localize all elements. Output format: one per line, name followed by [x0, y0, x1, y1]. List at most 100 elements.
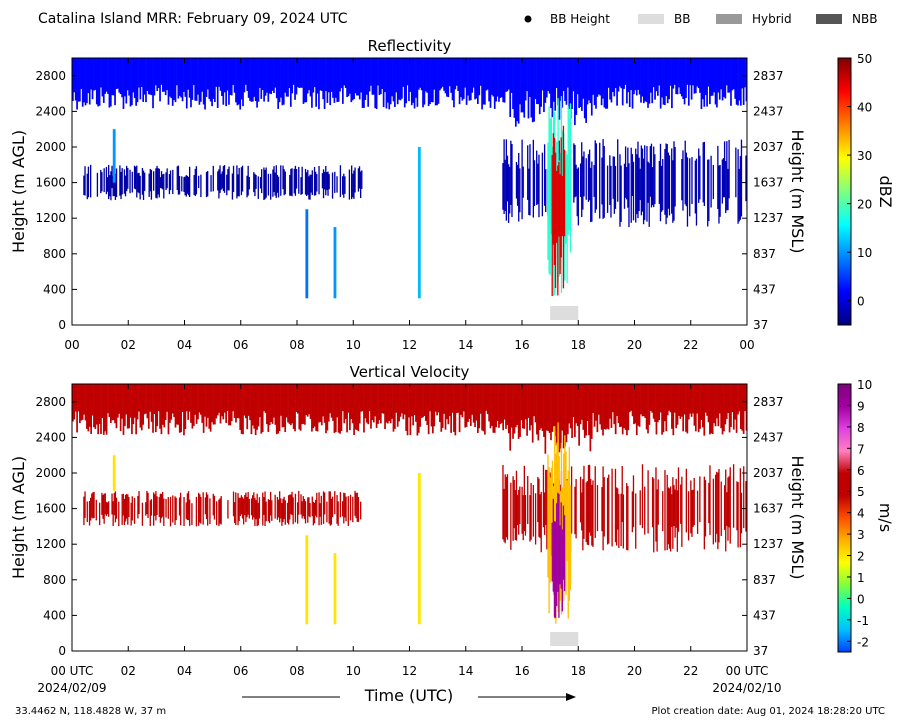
feature-column: [672, 160, 674, 223]
feature-column: [322, 491, 325, 524]
cloud-column: [531, 58, 534, 123]
cloud-column: [652, 58, 655, 88]
cloud-column: [156, 58, 159, 91]
cloud-column: [491, 58, 493, 95]
feature-column: [209, 498, 211, 524]
cloud-column: [541, 58, 544, 91]
feature-column: [637, 141, 639, 219]
feature-column: [235, 492, 237, 526]
y-tick-label: 0: [58, 644, 66, 658]
feature-column: [195, 496, 198, 527]
cloud-column: [732, 58, 735, 90]
cloud-column: [741, 58, 744, 89]
feature-column: [358, 166, 361, 189]
feature-column: [361, 170, 363, 189]
feature-column: [575, 164, 577, 197]
cloud-column: [219, 384, 222, 424]
cloud-column: [142, 58, 145, 102]
cloud-column: [152, 384, 154, 433]
cloud-column: [731, 58, 734, 91]
feature-column: [675, 478, 677, 528]
cloud-column: [252, 58, 254, 102]
cloud-column: [108, 384, 111, 418]
cloud-column: [237, 384, 240, 419]
feature-column: [198, 492, 200, 526]
feature-column: [673, 485, 675, 526]
cloud-column: [221, 58, 223, 96]
feature-column: [354, 490, 356, 516]
cloud-column: [530, 58, 533, 118]
colorbar: [837, 57, 852, 326]
cloud-column: [122, 384, 125, 435]
cloud-column: [575, 58, 578, 115]
cloud-column: [633, 58, 635, 95]
y-tick-label-right: 37: [753, 644, 768, 658]
cloud-column: [133, 58, 136, 99]
feature-column: [669, 486, 672, 552]
feature-column: [267, 173, 270, 196]
cloud-column: [387, 58, 389, 103]
cloud-column: [484, 384, 486, 435]
cloud-column: [512, 384, 514, 439]
cloud-column: [74, 58, 77, 101]
cloud-column: [291, 58, 294, 94]
feature-column: [100, 169, 102, 194]
feature-column: [725, 161, 727, 214]
feature-column: [539, 494, 541, 539]
feature-column: [246, 496, 248, 518]
cloud-column: [154, 58, 157, 86]
cloud-column: [174, 58, 177, 103]
feature-column: [677, 467, 680, 532]
cloud-column: [264, 384, 267, 413]
feature-column: [295, 168, 298, 189]
feature-column: [664, 470, 666, 551]
cloud-column: [124, 384, 126, 427]
feature-column: [283, 169, 285, 196]
cloud-column: [318, 384, 320, 423]
feature-column: [735, 147, 737, 198]
feature-column: [348, 169, 351, 200]
cloud-column: [538, 58, 541, 115]
feature-column: [91, 493, 93, 518]
cloud-column: [132, 384, 135, 425]
cloud-column: [302, 58, 305, 104]
cloud-column: [590, 384, 593, 439]
feature-column: [113, 492, 115, 516]
y-tick-label: 2000: [35, 140, 66, 154]
cloud-column: [253, 384, 256, 429]
cloud-column: [160, 58, 163, 85]
legend-swatch-hybrid: [716, 14, 742, 24]
colorbar-tick-label: 2: [857, 550, 865, 564]
cloud-column: [322, 58, 325, 100]
feature-column: [695, 158, 698, 226]
cloud-column: [247, 58, 250, 98]
cloud-column: [297, 58, 299, 88]
feature-column: [579, 163, 582, 197]
feature-column: [644, 486, 646, 535]
cloud-column: [586, 58, 589, 105]
cloud-column: [482, 384, 485, 432]
cloud-column: [222, 384, 225, 420]
y-tick-label-right: 437: [753, 282, 776, 296]
cloud-column: [567, 58, 569, 88]
feature-column: [560, 137, 562, 258]
cloud-column: [133, 384, 136, 418]
cloud-column: [91, 384, 94, 416]
cloud-column: [83, 384, 85, 415]
feature-column: [593, 164, 595, 197]
cloud-column: [301, 58, 303, 88]
x-tick-label: 16: [514, 338, 529, 352]
cloud-column: [599, 384, 602, 425]
feature-column: [184, 176, 186, 196]
cloud-column: [443, 384, 445, 414]
feature-column: [106, 177, 109, 192]
cloud-column: [673, 58, 676, 85]
cloud-column: [486, 58, 489, 90]
cloud-top-band: [72, 384, 747, 454]
feature-column: [319, 503, 321, 517]
feature-column: [210, 175, 212, 192]
feature-column: [333, 227, 337, 299]
cloud-column: [273, 384, 275, 418]
feature-column: [339, 165, 342, 198]
cloud-column: [717, 384, 720, 427]
